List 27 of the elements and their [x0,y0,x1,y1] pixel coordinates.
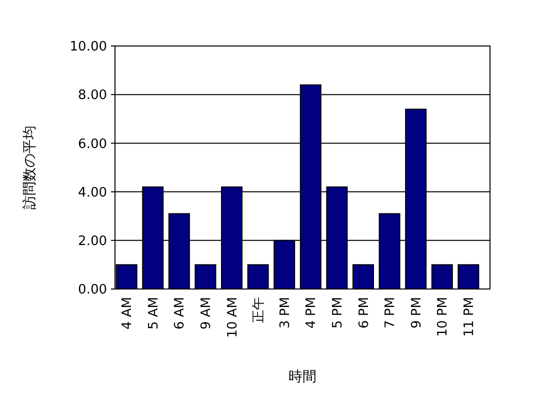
x-tick-label: 6 PM [356,297,372,328]
x-tick-label: 6 AM [172,297,188,330]
x-tick-label: 9 PM [409,297,424,328]
x-tick-label: 11 PM [462,297,477,337]
bar [431,264,453,290]
bar [194,264,216,290]
y-axis-title: 訪問数の平均 [22,126,38,210]
bar [352,264,374,290]
x-tick-label: 9 AM [199,297,214,330]
x-tick-label: 正午 [252,297,267,323]
x-tick-label: 10 AM [225,297,240,338]
y-tick-label: 6.00 [78,136,107,152]
x-tick-label: 4 AM [120,297,136,330]
x-tick-label: 4 PM [304,297,320,328]
x-tick-label: 5 AM [146,297,162,330]
x-tick-label: 3 PM [278,297,293,328]
y-tick-label: 10.00 [70,40,107,55]
y-tick-label: 4.00 [78,185,107,200]
y-tick-label: 0.00 [78,282,107,298]
x-tick-label: 5 PM [330,297,346,328]
x-axis-title: 時間 [288,369,316,385]
y-tick-label: 2.00 [78,234,107,249]
y-tick-label: 8.00 [78,88,107,104]
x-tick-label: 10 PM [436,297,451,337]
bar [247,264,269,290]
x-tick-label: 7 PM [383,297,398,328]
bar [458,264,480,290]
